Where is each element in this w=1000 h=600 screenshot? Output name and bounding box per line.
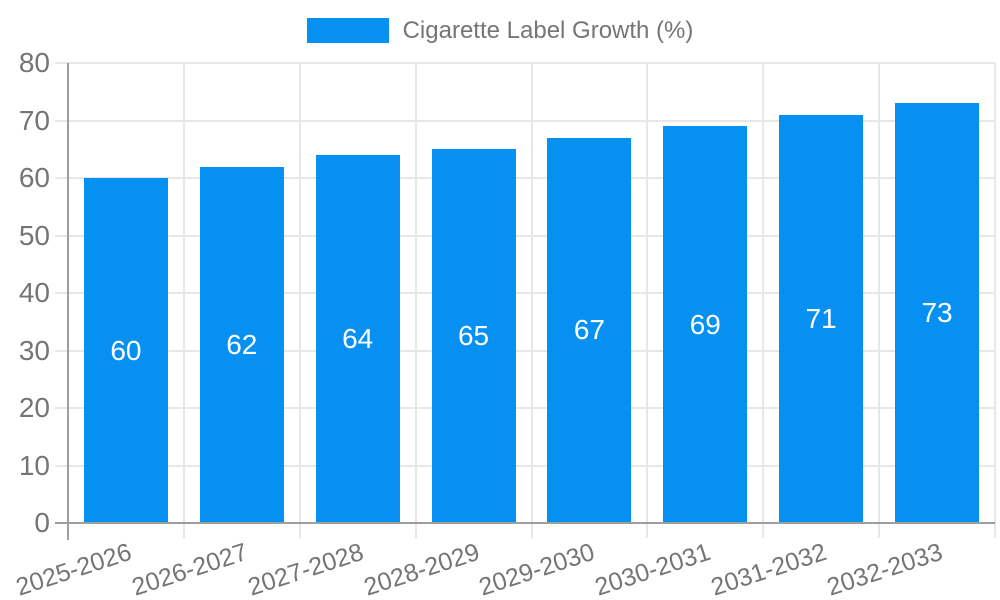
bar-value-label: 67 bbox=[573, 314, 606, 346]
bar-value-label: 69 bbox=[689, 308, 721, 340]
bar bbox=[663, 126, 748, 523]
y-gridline bbox=[55, 464, 995, 467]
y-gridline bbox=[55, 292, 995, 294]
x-axis-line bbox=[55, 522, 995, 524]
bar-value-label: 73 bbox=[921, 297, 953, 329]
y-gridline bbox=[55, 119, 995, 122]
x-gridline bbox=[182, 63, 185, 538]
y-tick-label: 80 bbox=[18, 47, 50, 78]
y-tick-label: 30 bbox=[18, 334, 50, 366]
bar-value-label: 60 bbox=[110, 334, 142, 366]
y-tick-label: 60 bbox=[18, 162, 50, 193]
bar-value-label: 62 bbox=[226, 328, 258, 360]
legend-label: Cigarette Label Growth (%) bbox=[402, 17, 694, 44]
x-gridline bbox=[646, 63, 649, 538]
y-gridline bbox=[55, 349, 995, 352]
bar-value-label: 64 bbox=[342, 323, 374, 354]
x-gridline bbox=[298, 63, 301, 538]
bar bbox=[83, 178, 168, 523]
x-gridline bbox=[762, 63, 765, 538]
y-gridline bbox=[55, 62, 995, 64]
x-gridline bbox=[530, 63, 533, 538]
y-tick-label: 50 bbox=[18, 219, 50, 251]
bar-value-label: 65 bbox=[457, 320, 490, 352]
bar bbox=[199, 166, 284, 523]
bar bbox=[547, 137, 632, 523]
y-gridline bbox=[55, 234, 995, 237]
bar-value-label: 71 bbox=[805, 302, 837, 334]
y-tick-label: 70 bbox=[18, 104, 50, 136]
y-axis-line bbox=[67, 63, 69, 540]
x-gridline bbox=[878, 63, 881, 538]
x-gridline bbox=[414, 63, 417, 538]
y-tick-label: 40 bbox=[18, 277, 50, 308]
y-tick-label: 20 bbox=[18, 392, 50, 423]
bar bbox=[895, 103, 980, 523]
chart-legend: Cigarette Label Growth (%) bbox=[0, 16, 1000, 45]
legend-swatch bbox=[306, 18, 389, 43]
x-gridline bbox=[994, 63, 996, 538]
y-tick-label: 10 bbox=[18, 449, 50, 481]
bar bbox=[431, 149, 516, 523]
y-tick-label: 0 bbox=[34, 507, 50, 538]
y-gridline bbox=[55, 177, 995, 179]
bar bbox=[315, 155, 400, 523]
bar bbox=[779, 114, 864, 523]
y-gridline bbox=[55, 407, 995, 409]
